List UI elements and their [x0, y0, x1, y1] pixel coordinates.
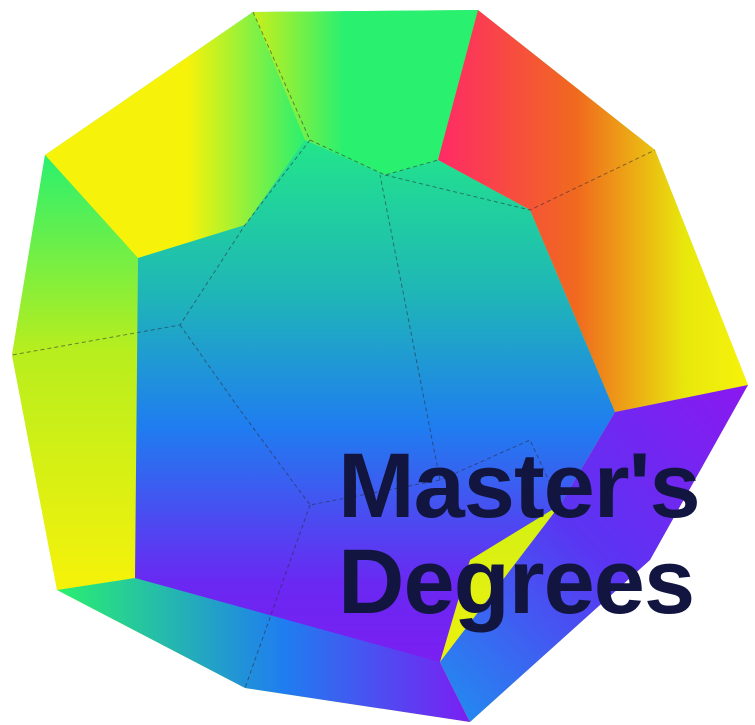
- dashed-edges: [11, 11, 656, 689]
- face-bottom: [57, 578, 470, 722]
- page-title: Master's Degrees: [338, 438, 753, 630]
- face-left: [12, 155, 138, 590]
- face-top-center: [253, 10, 478, 175]
- face-bottom-right: [440, 385, 748, 722]
- face-center: [135, 140, 615, 662]
- title-line-2: Degrees: [338, 531, 695, 633]
- face-right: [438, 10, 748, 412]
- title-line-1: Master's: [338, 435, 701, 537]
- face-top-left: [45, 12, 305, 258]
